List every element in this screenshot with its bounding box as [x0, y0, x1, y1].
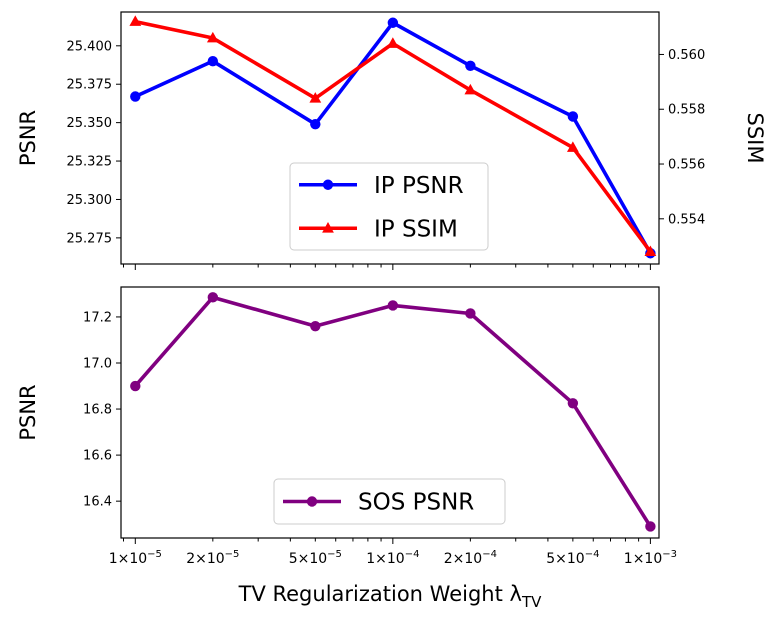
legend-marker [322, 179, 334, 190]
data-point [129, 15, 142, 26]
data-point [130, 91, 141, 102]
x-tick-label: 1×10−5 [109, 549, 162, 567]
x-tick-label-exp: −5 [327, 549, 342, 560]
data-point [207, 292, 219, 303]
legend-marker [306, 496, 318, 507]
x-axis-label: TV Regularization Weight λTV [238, 582, 542, 611]
x-tick-label: 1×10−4 [366, 549, 419, 567]
data-point [310, 320, 321, 332]
x-tick-label-exp: −4 [585, 549, 600, 560]
x-axis-label-main: TV Regularization Weight λ [238, 582, 522, 606]
y2-axis-label: SSIM [743, 113, 767, 164]
y-tick-label: 17.2 [83, 310, 112, 325]
legend-label: IP PSNR [374, 173, 464, 199]
y2-tick-label: 0.560 [668, 48, 705, 63]
data-point [206, 31, 219, 43]
y-tick-label: 25.375 [67, 78, 113, 93]
y-tick-label: 16.6 [83, 449, 112, 464]
panel-1: 25.275 25.300 25.325 25.350 25.375 25.400 PSNR… [16, 11, 767, 270]
legend-label: SOS PSNR [358, 490, 474, 516]
x-tick-label-base: 1×10 [624, 551, 662, 567]
legend: SOS PSNR [273, 478, 506, 525]
data-point [645, 521, 656, 532]
y2-tick-label: 0.554 [668, 212, 705, 227]
y-tick-label: 25.400 [67, 39, 113, 54]
x-tick-label-exp: −4 [405, 549, 420, 560]
data-point [386, 37, 399, 48]
y-tick-label: 17.0 [83, 356, 112, 371]
y2-tick-label: 0.558 [668, 103, 705, 118]
x-tick-label-exp: −5 [147, 549, 162, 560]
y2-tick-label: 0.556 [668, 158, 705, 173]
x-tick-label-base: 5×10 [289, 551, 327, 567]
y-tick-label: 25.275 [67, 231, 113, 246]
x-tick-label-base: 1×10 [109, 551, 147, 567]
x-tick-label-exp: −5 [225, 549, 240, 560]
data-point [309, 92, 322, 103]
x-tick-label: 2×10−4 [444, 549, 497, 567]
y-tick-label: 25.300 [67, 193, 113, 208]
data-point [464, 83, 477, 95]
legend-box [273, 478, 506, 525]
x-tick-label-exp: −3 [662, 549, 677, 560]
legend-marker [322, 222, 334, 233]
x-tick-label-base: 1×10 [366, 551, 404, 567]
legend-label: IP SSIM [374, 216, 458, 242]
data-point [207, 55, 219, 67]
data-point [567, 111, 579, 122]
data-point [310, 118, 321, 130]
y-axis-label: PSNR [16, 384, 40, 440]
x-tick-label-base: 2×10 [186, 551, 224, 567]
x-tick-label: 2×10−5 [186, 549, 239, 567]
y-tick-label: 16.8 [83, 403, 112, 418]
x-axis-label-sub: TV [521, 593, 542, 611]
data-point [130, 380, 141, 392]
y-tick-label: 16.4 [83, 495, 112, 510]
x-tick-label: 1×10−3 [624, 549, 677, 567]
data-point [465, 308, 476, 319]
x-tick-label: 5×10−4 [546, 549, 599, 567]
legend: IP PSNR IP SSIM [289, 162, 489, 251]
axes-frame [120, 11, 660, 265]
x-tick-label-base: 2×10 [444, 551, 482, 567]
x-tick-label-base: 5×10 [546, 551, 584, 567]
x-tick-label: 5×10−5 [289, 549, 342, 567]
x-tick-label-exp: −4 [482, 549, 497, 560]
data-point [387, 17, 399, 28]
data-point [644, 245, 657, 257]
data-point [387, 300, 399, 311]
y-tick-label: 25.325 [67, 155, 113, 170]
y-tick-label: 25.350 [67, 116, 113, 131]
data-point [566, 141, 579, 152]
data-point [465, 60, 476, 71]
data-point [567, 398, 579, 409]
axes-frame [120, 286, 660, 539]
y-axis-label: PSNR [16, 110, 40, 166]
